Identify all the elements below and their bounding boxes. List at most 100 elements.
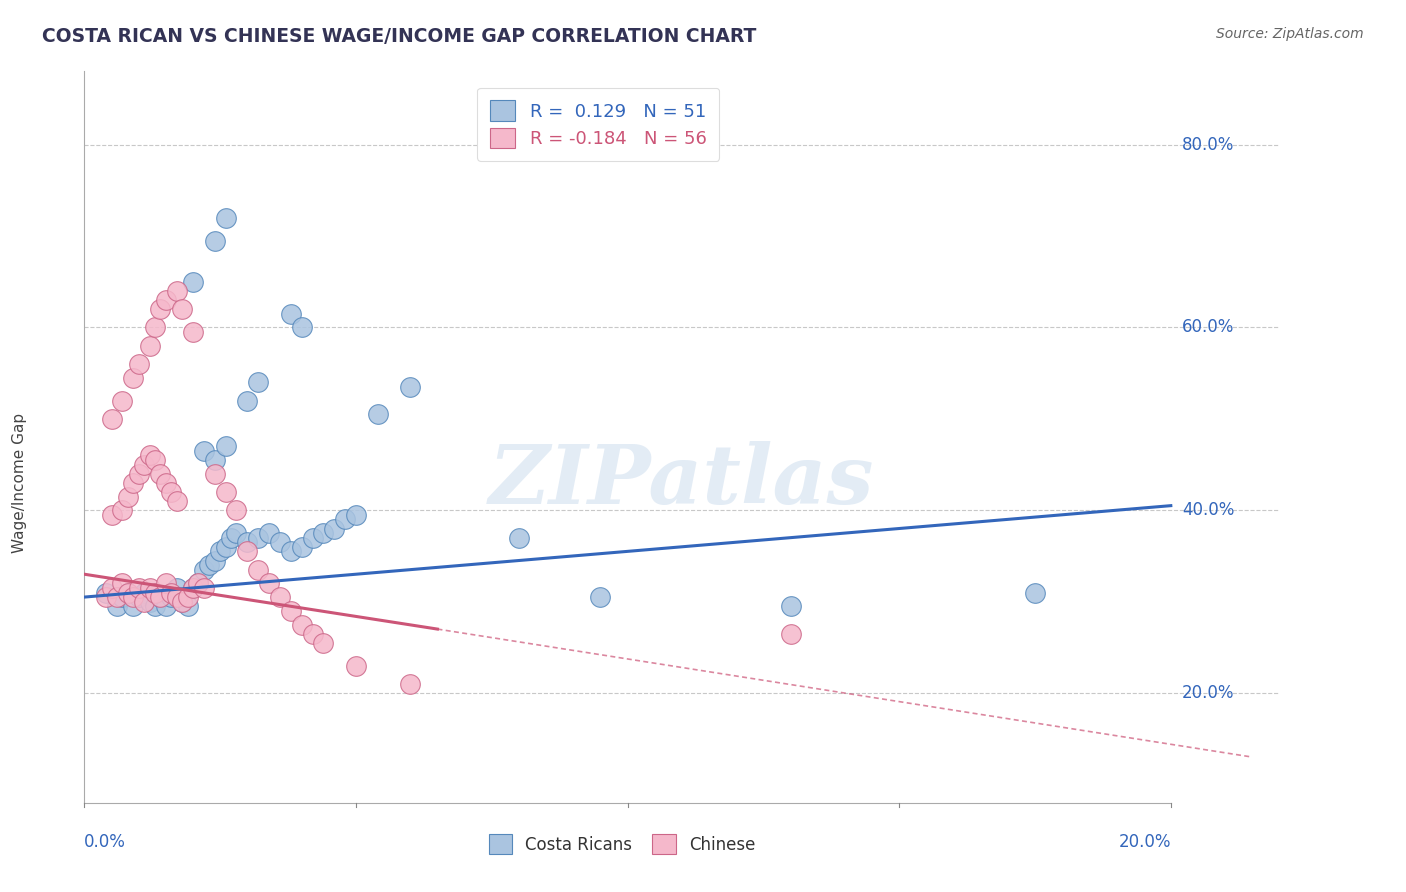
Point (94, 590, 117, 604)
Point (257, 576, 280, 591)
Point (344, 508, 367, 522)
Text: 20.0%: 20.0% (1182, 684, 1234, 702)
Point (204, 553, 226, 567)
Point (779, 626, 801, 640)
Point (132, 585, 156, 599)
Point (111, 503, 134, 517)
Point (236, 535, 259, 549)
Point (508, 531, 530, 545)
Point (280, 307, 302, 321)
Point (193, 443, 215, 458)
Text: 80.0%: 80.0% (1182, 136, 1234, 153)
Point (214, 540, 236, 554)
Point (166, 590, 188, 604)
Point (172, 302, 194, 317)
Point (128, 357, 150, 371)
Point (225, 526, 247, 541)
Point (214, 485, 236, 500)
Point (122, 475, 145, 490)
Point (149, 590, 172, 604)
Point (198, 558, 221, 573)
Point (301, 626, 323, 640)
Point (589, 590, 612, 604)
Point (269, 590, 291, 604)
Point (247, 531, 270, 545)
Point (399, 677, 422, 691)
Point (166, 494, 188, 508)
Point (291, 617, 314, 632)
Point (214, 211, 236, 225)
Point (323, 521, 346, 535)
Point (155, 576, 177, 591)
Point (181, 581, 204, 595)
Point (214, 439, 236, 453)
Point (128, 467, 150, 481)
Point (128, 581, 150, 595)
Point (122, 599, 145, 614)
Point (236, 544, 259, 558)
Point (155, 475, 177, 490)
Point (143, 599, 166, 614)
Point (1024, 585, 1046, 599)
Text: 0.0%: 0.0% (84, 833, 127, 851)
Point (117, 585, 139, 599)
Point (219, 531, 242, 545)
Point (143, 585, 166, 599)
Point (209, 544, 232, 558)
Point (100, 412, 122, 426)
Text: 20.0%: 20.0% (1118, 833, 1171, 851)
Point (181, 325, 204, 339)
Point (280, 544, 302, 558)
Point (122, 370, 145, 384)
Point (111, 576, 134, 591)
Point (117, 490, 139, 504)
Text: ZIPatlas: ZIPatlas (489, 441, 875, 521)
Point (166, 581, 188, 595)
Point (117, 585, 139, 599)
Point (187, 576, 209, 591)
Point (193, 563, 215, 577)
Point (172, 594, 194, 608)
Point (312, 636, 335, 650)
Point (105, 590, 128, 604)
Point (122, 590, 145, 604)
Point (100, 508, 122, 522)
Point (143, 320, 166, 334)
Point (779, 599, 801, 614)
Point (187, 576, 209, 591)
Point (247, 563, 270, 577)
Point (143, 453, 166, 467)
Point (94, 585, 117, 599)
Point (247, 375, 270, 389)
Point (176, 590, 198, 604)
Point (138, 594, 160, 608)
Point (204, 234, 226, 248)
Text: 60.0%: 60.0% (1182, 318, 1234, 336)
Point (291, 320, 314, 334)
Point (155, 293, 177, 307)
Point (160, 585, 183, 599)
Point (399, 380, 422, 394)
Point (225, 503, 247, 517)
Point (149, 590, 172, 604)
Point (138, 448, 160, 462)
Point (111, 393, 134, 408)
Point (128, 590, 150, 604)
Point (138, 339, 160, 353)
Point (269, 535, 291, 549)
Point (149, 302, 172, 317)
Point (176, 599, 198, 614)
Point (257, 526, 280, 541)
Point (291, 540, 314, 554)
Point (132, 594, 156, 608)
Point (193, 581, 215, 595)
Point (301, 531, 323, 545)
Text: COSTA RICAN VS CHINESE WAGE/INCOME GAP CORRELATION CHART: COSTA RICAN VS CHINESE WAGE/INCOME GAP C… (42, 27, 756, 45)
Point (111, 590, 134, 604)
Legend: Costa Ricans, Chinese: Costa Ricans, Chinese (482, 828, 762, 860)
Point (166, 284, 188, 298)
Point (344, 658, 367, 673)
Point (138, 581, 160, 595)
Point (160, 590, 183, 604)
Point (132, 458, 156, 472)
